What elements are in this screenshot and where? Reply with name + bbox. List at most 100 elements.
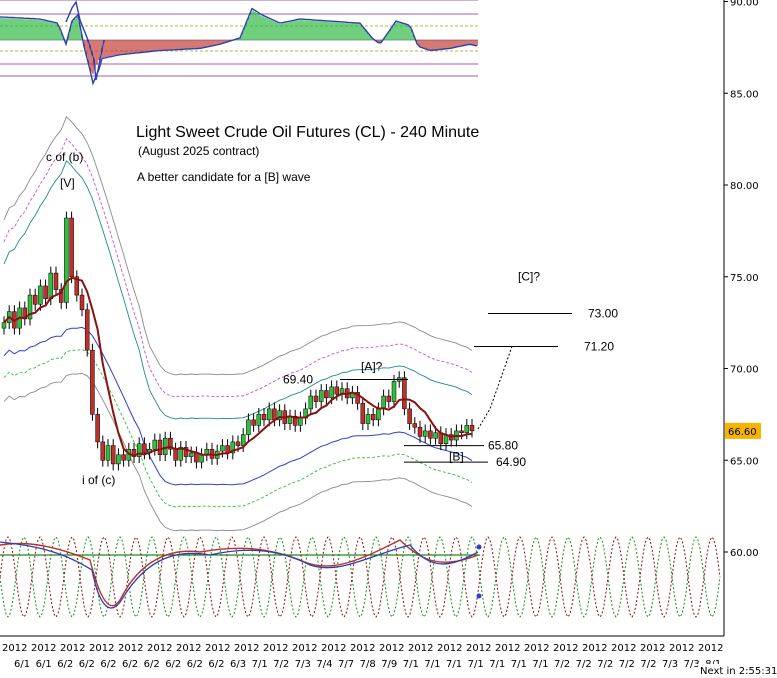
candle (199, 454, 204, 463)
year-tick-label: 2012 (31, 643, 56, 654)
year-tick-label: 2012 (669, 643, 694, 654)
candle (355, 392, 360, 404)
candle (142, 443, 147, 454)
upper-outer-band (3, 116, 473, 376)
candle (256, 414, 262, 426)
year-tick-label: 2012 (118, 643, 143, 654)
date-tick-label: 7/8 (360, 659, 376, 670)
momentum-panel (0, 0, 478, 86)
year-tick-label: 2012 (524, 643, 549, 654)
year-tick-label: 2012 (292, 643, 317, 654)
momentum-line (0, 7, 478, 86)
date-tick-label: 6/1 (36, 659, 52, 670)
candle (266, 408, 272, 421)
candle (272, 408, 277, 421)
level-73-00-label: 73.00 (588, 306, 618, 320)
last-price-label: 66.60 (728, 427, 757, 438)
date-tick-label: 6/3 (230, 659, 246, 670)
candle (22, 307, 28, 320)
year-tick-label: 2012 (263, 643, 288, 654)
date-tick-label: 6/2 (122, 659, 138, 670)
candle (381, 395, 386, 410)
date-tick-label: 7/1 (511, 659, 527, 670)
candle (95, 414, 100, 443)
date-tick-label: 7/2 (619, 659, 635, 670)
date-tick-label: 6/2 (79, 659, 95, 670)
year-tick-label: 2012 (437, 643, 462, 654)
date-tick-label: 6/2 (57, 659, 73, 670)
date-tick-label: 7/3 (684, 659, 700, 670)
year-tick-label: 2012 (60, 643, 85, 654)
year-tick-label: 2012 (495, 643, 520, 654)
candle (116, 454, 121, 465)
candle (240, 434, 246, 446)
year-tick-label: 2012 (466, 643, 491, 654)
candle (428, 430, 433, 439)
year-tick-label: 2012 (582, 643, 607, 654)
cycle-wave-red (0, 536, 721, 618)
year-tick-label: 2012 (2, 643, 27, 654)
date-tick-label: 7/2 (273, 659, 289, 670)
candle (105, 445, 111, 461)
date-tick-label: 7/1 (403, 659, 419, 670)
candle (329, 386, 334, 399)
candle (318, 390, 324, 402)
price-tick-label: 75.00 (730, 273, 759, 284)
candle (298, 417, 303, 426)
date-tick-label: 7/1 (252, 659, 268, 670)
moving-average (3, 276, 473, 457)
year-tick-label: 2012 (176, 643, 201, 654)
date-tick-label: 7/1 (446, 659, 462, 670)
date-tick-label: 7/1 (424, 659, 440, 670)
price-tick-label: 80.00 (730, 181, 759, 192)
price-tick-label: 85.00 (730, 89, 759, 100)
year-tick-label: 2012 (553, 643, 578, 654)
candle (43, 285, 48, 300)
date-tick-label: 7/3 (662, 659, 678, 670)
date-tick-label: 7/4 (316, 659, 332, 670)
candle (469, 425, 475, 432)
cycle-wave-green (0, 536, 721, 618)
wave-label: [C]? (518, 269, 540, 283)
candle (168, 437, 173, 450)
candle (370, 414, 376, 421)
price-tick-label: 70.00 (730, 365, 759, 376)
candle (48, 272, 54, 300)
candle (162, 437, 168, 455)
date-tick-label: 7/9 (381, 659, 397, 670)
level-64-90-label: 64.90 (496, 455, 526, 469)
candle (277, 410, 282, 421)
candle (433, 432, 438, 439)
cycle-slow-line (0, 541, 479, 609)
candle (391, 381, 397, 402)
candle (90, 349, 95, 415)
year-tick-label: 2012 (234, 643, 259, 654)
lower-outer-band (3, 372, 473, 532)
candle (261, 414, 267, 421)
candle (157, 439, 163, 455)
candle (376, 408, 381, 421)
candle (417, 426, 423, 437)
date-tick-label: 6/2 (144, 659, 160, 670)
candle (308, 395, 314, 410)
candle (53, 272, 59, 290)
chart-subtitle: (August 2025 contract) (138, 144, 259, 158)
candle (64, 217, 69, 303)
year-tick-label: 2012 (408, 643, 433, 654)
candle (58, 289, 64, 303)
year-tick-label: 2012 (640, 643, 665, 654)
candle (69, 217, 74, 277)
date-tick-label: 7/2 (640, 659, 656, 670)
candle (235, 441, 241, 446)
candle (110, 445, 116, 465)
cycle-marker-top (476, 544, 482, 550)
candle (422, 430, 428, 437)
candle (194, 452, 199, 463)
candle (220, 445, 225, 452)
candle (1, 322, 7, 329)
candle (27, 294, 33, 320)
date-axis: 2012 2012 2012 2012 2012 2012 2012 2012 2012 2012… (0, 635, 777, 678)
year-tick-label: 2012 (205, 643, 230, 654)
candle (464, 425, 470, 433)
